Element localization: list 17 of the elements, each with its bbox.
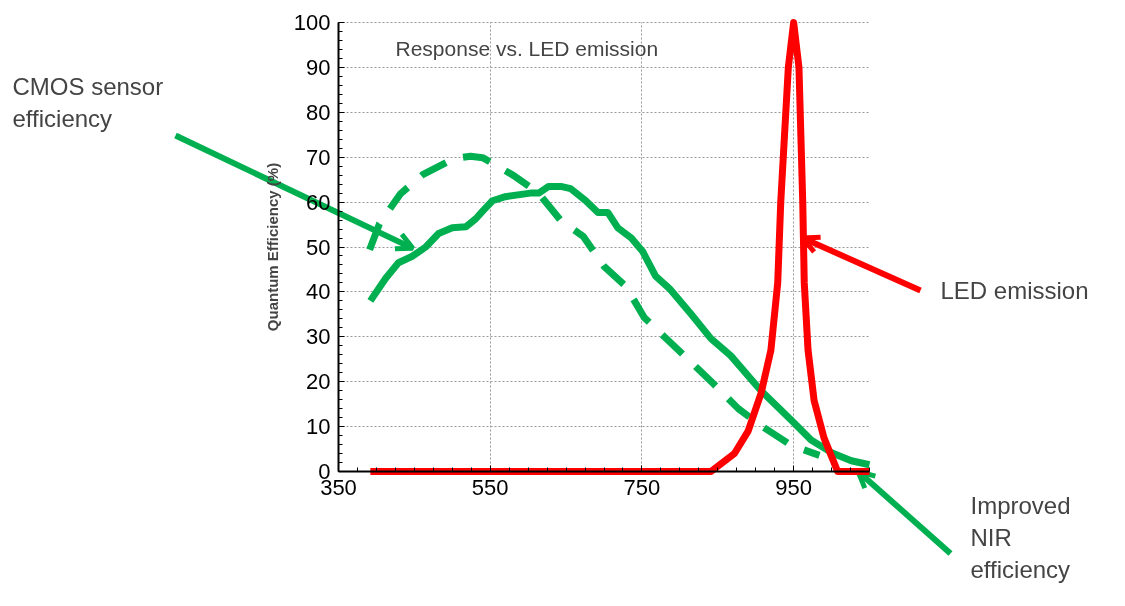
y-tick-label: 70 [306, 144, 331, 170]
y-tick-label: 40 [306, 279, 331, 305]
x-tick-label: 750 [623, 474, 661, 500]
x-tick-label: 550 [471, 474, 509, 500]
y-tick-label: 90 [306, 54, 331, 80]
y-tick-label: 10 [306, 414, 331, 440]
annotation: LED emission [940, 277, 1089, 304]
x-tick-label: 950 [775, 474, 813, 500]
y-tick-label: 30 [306, 324, 331, 350]
annotation: Improved NIR efficiency [970, 492, 1071, 583]
y-tick-label: 100 [293, 10, 331, 35]
y-tick-label: 20 [306, 369, 331, 395]
y-axis-title: Quantum Efficiency (%) [263, 162, 281, 332]
text: Response vs. LED emission [395, 37, 659, 60]
annotation: CMOS sensor efficiency [12, 73, 164, 132]
y-tick-label: 80 [306, 99, 331, 125]
y-tick-label: 50 [306, 234, 331, 260]
